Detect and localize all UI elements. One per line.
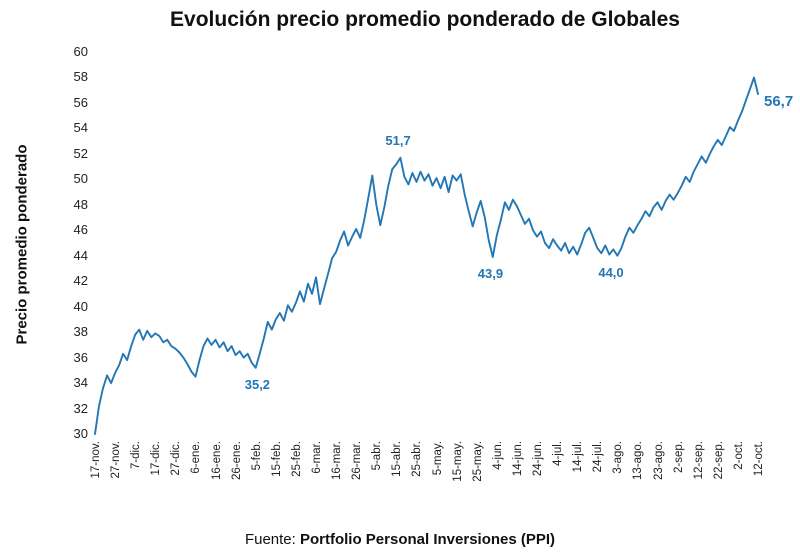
y-tick-label: 58 bbox=[73, 69, 88, 85]
x-tick-label: 22-sep. bbox=[712, 441, 725, 480]
x-tick-label: 24-jun. bbox=[532, 441, 544, 477]
x-tick-label: 6-ene. bbox=[190, 441, 203, 474]
footer-prefix: Fuente: bbox=[244, 531, 300, 548]
y-tick-label: 36 bbox=[73, 349, 88, 365]
y-tick-label: 54 bbox=[73, 120, 88, 136]
x-tick-label: 5-may. bbox=[431, 441, 444, 476]
y-tick-label: 50 bbox=[73, 171, 88, 187]
x-tick-label: 17-dic. bbox=[150, 441, 163, 476]
x-tick-label: 17-nov. bbox=[90, 441, 102, 479]
y-tick-label: 46 bbox=[73, 222, 88, 238]
x-tick-label: 12-sep. bbox=[692, 441, 705, 480]
y-tick-label: 52 bbox=[73, 145, 88, 161]
y-tick-label: 44 bbox=[73, 247, 88, 263]
x-tick-label: 26-ene. bbox=[230, 441, 243, 481]
x-tick-label: 16-mar. bbox=[331, 441, 344, 480]
footer-source: Portfolio Personal Inversiones (PPI) bbox=[299, 531, 556, 548]
x-tick-label: 25-may. bbox=[471, 441, 484, 482]
data-point-label: 51,7 bbox=[385, 132, 411, 148]
x-tick-label: 15-feb. bbox=[270, 441, 283, 477]
x-tick-label: 5-abr. bbox=[371, 441, 384, 471]
x-tick-label: 4-jul. bbox=[552, 441, 565, 466]
y-tick-label: 40 bbox=[73, 298, 88, 314]
y-tick-label: 60 bbox=[73, 44, 88, 59]
x-tick-label: 5-feb. bbox=[250, 441, 263, 471]
x-tick-label: 15-may. bbox=[451, 441, 464, 482]
x-tick-label: 14-jun. bbox=[511, 441, 524, 477]
x-tick-label: 15-abr. bbox=[391, 441, 404, 477]
data-point-label: 44,0 bbox=[598, 264, 624, 280]
y-tick-label: 42 bbox=[73, 273, 88, 289]
data-point-label: 35,2 bbox=[244, 376, 271, 392]
y-tick-label: 34 bbox=[73, 375, 88, 391]
chart-line bbox=[94, 76, 759, 435]
x-tick-label: 16-ene. bbox=[210, 441, 223, 481]
data-point-label: 56,7 bbox=[764, 93, 794, 111]
x-tick-label: 14-jul. bbox=[572, 441, 585, 473]
x-tick-label: 26-mar. bbox=[351, 441, 364, 480]
x-tick-label: 2-oct. bbox=[732, 441, 745, 470]
y-tick-label: 56 bbox=[73, 94, 88, 110]
x-tick-label: 2-sep. bbox=[672, 441, 685, 473]
y-tick-label: 30 bbox=[73, 426, 88, 441]
y-tick-label: 48 bbox=[73, 196, 88, 212]
chart-title: Evolución precio promedio ponderado de G… bbox=[170, 8, 680, 31]
x-tick-label: 25-abr. bbox=[411, 441, 424, 477]
y-tick-label: 38 bbox=[73, 324, 88, 340]
x-tick-label: 13-ago. bbox=[632, 441, 645, 481]
y-tick-label: 32 bbox=[73, 400, 88, 416]
chart-footer: Fuente: Portfolio Personal Inversiones (… bbox=[0, 531, 800, 548]
x-tick-label: 3-ago. bbox=[612, 441, 625, 474]
x-tick-label: 12-oct. bbox=[753, 441, 765, 477]
x-tick-label: 4-jun. bbox=[491, 441, 504, 470]
x-tick-label: 6-mar. bbox=[311, 441, 323, 474]
x-tick-label: 27-dic. bbox=[170, 441, 183, 476]
data-point-label: 43,9 bbox=[477, 266, 504, 281]
x-tick-label: 27-nov. bbox=[110, 441, 123, 479]
x-tick-label: 25-feb. bbox=[290, 441, 303, 477]
x-tick-label: 24-jul. bbox=[592, 441, 605, 473]
x-tick-label: 23-ago. bbox=[652, 441, 665, 481]
x-tick-label: 7-dic. bbox=[130, 441, 143, 470]
